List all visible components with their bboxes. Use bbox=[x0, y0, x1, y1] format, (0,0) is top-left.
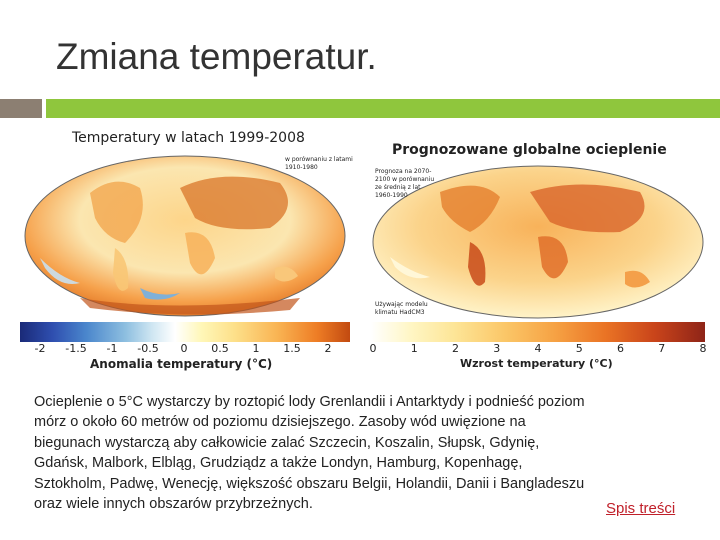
colorbar-tick-label-warming: 7 bbox=[658, 342, 666, 355]
body-line: oraz wiele innych obszarów przybrzeżnych… bbox=[34, 496, 313, 513]
table-of-contents-link[interactable]: Spis treści bbox=[606, 500, 676, 517]
colorbar-tick-label-warming: 0 bbox=[369, 342, 377, 355]
right-map-note-bottom: Używając modelu klimatu HadCM3 bbox=[375, 301, 428, 316]
colorbar-tick-label-anomaly: 2 bbox=[324, 342, 332, 355]
colorbar-tick-label-anomaly: 0 bbox=[180, 342, 188, 355]
colorbar-tick-label-warming: 8 bbox=[699, 342, 707, 355]
colorbar-tick-label-anomaly: -1 bbox=[106, 342, 118, 355]
anomaly-colorbar bbox=[20, 322, 350, 342]
title-accent-bar-green bbox=[46, 99, 720, 118]
colorbar-tick-label-anomaly: -0.5 bbox=[137, 342, 159, 355]
body-paragraph: Ocieplenie o 5°C wystarczy by roztopić l… bbox=[34, 392, 694, 514]
anomaly-world-map bbox=[20, 148, 350, 318]
colorbar-tick-label-warming: 5 bbox=[575, 342, 583, 355]
projection-world-map bbox=[370, 162, 706, 320]
left-map-title: Temperatury w latach 1999-2008 bbox=[72, 130, 305, 146]
colorbar-tick-label-anomaly: 1.5 bbox=[283, 342, 301, 355]
warming-colorbar bbox=[371, 322, 705, 342]
warming-axis-label: Wzrost temperatury (°C) bbox=[460, 357, 613, 370]
right-map-title: Prognozowane globalne ocieplenie bbox=[392, 142, 667, 158]
body-line: biegunach wystarczą aby całkowicie zalać… bbox=[34, 434, 540, 451]
body-line: Gdańsk, Malbork, Elbląg, Grudziądz a tak… bbox=[34, 455, 523, 472]
title-accent-bar-gray bbox=[0, 99, 42, 118]
colorbar-tick-label-warming: 4 bbox=[534, 342, 542, 355]
temperature-maps-figure: Temperatury w latach 1999-2008 Prognozow… bbox=[20, 126, 710, 376]
colorbar-tick-label-anomaly: -1.5 bbox=[65, 342, 87, 355]
colorbar-tick-label-warming: 6 bbox=[617, 342, 624, 355]
right-map-note-top: Prognoza na 2070-2100 w porównaniu ze śr… bbox=[375, 168, 435, 199]
colorbar-tick-label-anomaly: -2 bbox=[34, 342, 46, 355]
anomaly-axis-label: Anomalia temperatury (°C) bbox=[90, 357, 273, 371]
body-line: mórz o około 60 metrów od poziomu dzisie… bbox=[34, 414, 526, 431]
slide-title: Zmiana temperatur. bbox=[56, 36, 377, 77]
colorbar-tick-label-warming: 2 bbox=[452, 342, 459, 355]
colorbar-tick-label-anomaly: 1 bbox=[252, 342, 260, 355]
colorbar-tick-label-warming: 3 bbox=[493, 342, 501, 355]
colorbar-tick-label-anomaly: 0.5 bbox=[211, 342, 229, 355]
left-map-note: w porównaniu z latami 1910-1980 bbox=[285, 156, 353, 171]
body-line: Ocieplenie o 5°C wystarczy by roztopić l… bbox=[34, 394, 585, 410]
colorbar-tick-label-warming: 1 bbox=[410, 342, 418, 355]
body-line: Sztokholm, Padwę, Wenecję, większość obs… bbox=[34, 475, 585, 492]
